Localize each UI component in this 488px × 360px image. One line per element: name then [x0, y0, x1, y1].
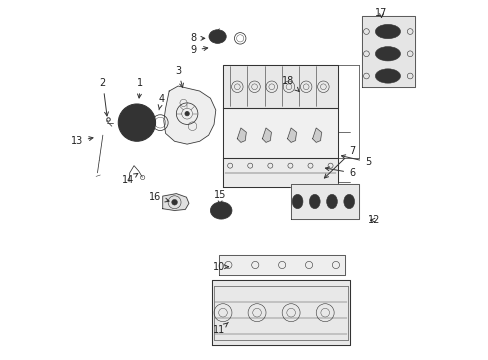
- Circle shape: [218, 208, 224, 213]
- Polygon shape: [312, 128, 321, 142]
- Text: 13: 13: [70, 136, 93, 146]
- Ellipse shape: [375, 24, 400, 39]
- Polygon shape: [262, 128, 271, 142]
- Ellipse shape: [375, 69, 400, 83]
- Text: 1: 1: [137, 78, 143, 98]
- Circle shape: [184, 112, 189, 116]
- Text: 5: 5: [341, 155, 370, 167]
- Polygon shape: [163, 194, 188, 211]
- Text: 2: 2: [100, 78, 108, 116]
- Polygon shape: [237, 128, 246, 142]
- Ellipse shape: [210, 202, 231, 219]
- Text: 8: 8: [190, 33, 204, 43]
- Circle shape: [133, 119, 140, 126]
- Text: 16: 16: [149, 192, 169, 202]
- Text: 17: 17: [374, 8, 387, 18]
- Ellipse shape: [375, 46, 400, 61]
- Polygon shape: [223, 108, 337, 158]
- Text: 7: 7: [324, 146, 354, 178]
- Polygon shape: [211, 280, 349, 345]
- Polygon shape: [223, 65, 337, 108]
- Text: 14: 14: [122, 174, 138, 185]
- Polygon shape: [362, 16, 414, 87]
- Text: 4: 4: [158, 94, 164, 110]
- Text: 6: 6: [325, 167, 354, 178]
- Ellipse shape: [343, 194, 354, 209]
- Polygon shape: [287, 128, 296, 142]
- Polygon shape: [290, 184, 359, 220]
- Circle shape: [171, 199, 177, 205]
- Ellipse shape: [326, 194, 337, 209]
- Text: 12: 12: [367, 215, 380, 225]
- Polygon shape: [163, 86, 215, 144]
- Ellipse shape: [309, 194, 320, 209]
- Text: 15: 15: [213, 190, 226, 206]
- Ellipse shape: [208, 30, 226, 43]
- Polygon shape: [219, 255, 344, 275]
- Circle shape: [118, 104, 155, 141]
- Text: 18: 18: [282, 76, 299, 91]
- Text: 9: 9: [190, 45, 207, 55]
- Text: 3: 3: [175, 66, 183, 87]
- Polygon shape: [223, 158, 337, 187]
- Text: 11: 11: [213, 323, 228, 335]
- Text: 10: 10: [213, 262, 228, 272]
- Ellipse shape: [292, 194, 303, 209]
